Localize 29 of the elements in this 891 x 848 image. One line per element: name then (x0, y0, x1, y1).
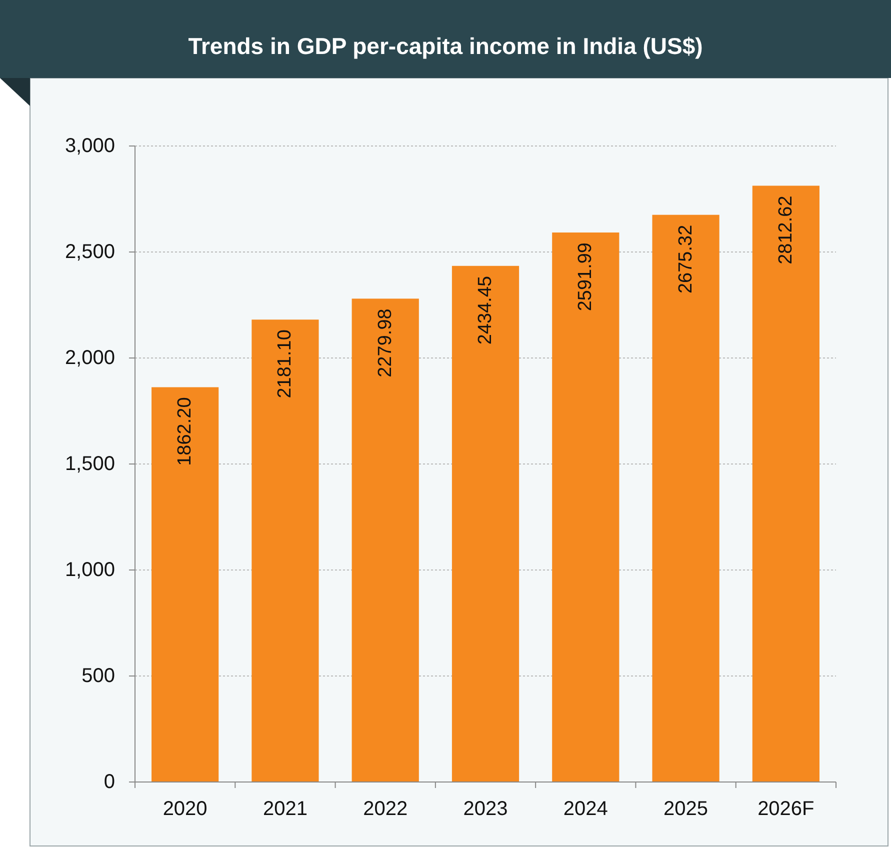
x-tick-label: 2024 (563, 798, 608, 820)
data-label: 2675.32 (675, 224, 696, 294)
data-label: 2812.62 (775, 196, 796, 264)
bar (552, 232, 620, 782)
x-tick-label: 2026F (758, 798, 814, 820)
data-label: 2279.98 (374, 308, 396, 378)
y-tick-label: 2,500 (64, 241, 115, 263)
y-tick-label: 1,000 (64, 559, 115, 581)
y-tick-label: 1,500 (64, 453, 115, 475)
bar (152, 387, 219, 782)
bar (752, 186, 820, 782)
bar (352, 298, 419, 782)
x-tick-label: 2021 (262, 798, 308, 820)
y-tick-label: 500 (82, 665, 115, 687)
data-label: 2591.99 (575, 242, 596, 312)
x-tick-label: 2025 (664, 798, 708, 820)
y-tick-label: 2,000 (64, 347, 115, 369)
y-tick-label: 3,000 (64, 135, 115, 157)
x-tick-label: 2020 (162, 798, 208, 820)
y-tick-label: 0 (104, 771, 115, 793)
data-label: 1862.20 (174, 397, 196, 466)
data-label: 2434.45 (475, 276, 496, 345)
bar (252, 320, 319, 782)
data-label: 2181.10 (274, 330, 296, 398)
x-tick-label: 2023 (463, 798, 508, 820)
x-tick-label: 2022 (363, 798, 408, 820)
bar (452, 266, 520, 782)
chart-title: Trends in GDP per-capita income in India (US$) (188, 33, 703, 59)
bar (652, 214, 720, 782)
